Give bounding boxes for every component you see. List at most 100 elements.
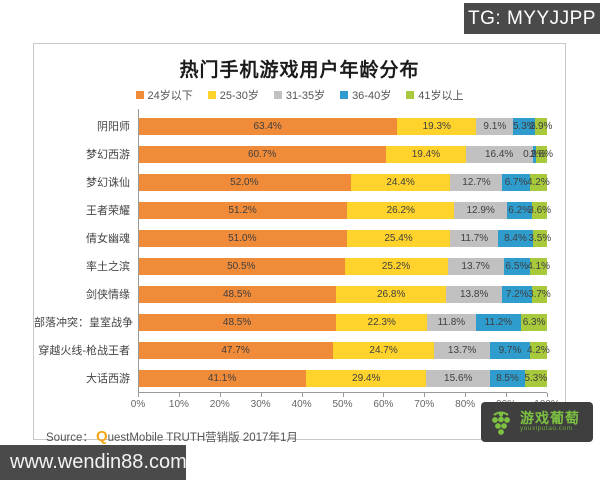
stacked-bar: 50.5% 25.2% 13.7% 6.5% 4.1% [138, 257, 550, 275]
plot-area: 阴阳师 63.4% 19.3% 9.1% 5.3% 2.9% 梦幻西游 60.7% 19.4% 1… [34, 109, 565, 415]
bar-segment: 52.0% [138, 173, 351, 191]
bar-segment: 9.7% [490, 341, 530, 359]
segment-value-label: 13.8% [460, 288, 489, 300]
axis-tick [138, 393, 139, 397]
segment-value-label: 4.2% [526, 176, 550, 188]
stacked-bar: 63.4% 19.3% 9.1% 5.3% 2.9% [138, 117, 552, 135]
bar-segment: 8.4% [498, 229, 533, 247]
bar-segment: 13.7% [434, 341, 491, 359]
segment-value-label: 15.6% [444, 372, 473, 384]
table-row: 倩女幽魂 51.0% 25.4% 11.7% 8.4% 3.5% [34, 224, 551, 252]
bar-segment: 9.1% [476, 117, 514, 135]
grape-icon [488, 409, 514, 436]
segment-value-label: 11.7% [460, 232, 489, 244]
table-row: 穿越火线-枪战王者 47.7% 24.7% 13.7% 9.7% 4.2% [34, 336, 550, 364]
axis-tick-label: 10% [168, 399, 189, 410]
segment-value-label: 22.3% [367, 316, 396, 328]
segment-value-label: 19.4% [411, 148, 441, 160]
segment-value-label: 12.9% [466, 204, 495, 216]
stacked-bar: 60.7% 19.4% 16.4% 0.9% 2.6% [138, 145, 553, 163]
bar-segment: 3.7% [528, 285, 551, 303]
segment-value-label: 26.2% [386, 204, 415, 216]
youxiputao-watermark: 游戏葡萄 youxiputao.com [481, 402, 593, 442]
bar-segment: 8.5% [490, 369, 525, 387]
stacked-bar: 51.2% 26.2% 12.9% 6.2% 3.6% [138, 201, 551, 219]
segment-value-label: 0.9% [523, 148, 546, 160]
stacked-bar: 47.7% 24.7% 13.7% 9.7% 4.2% [138, 341, 550, 359]
bar-segment: 13.8% [445, 285, 503, 303]
questmobile-q-logo: Q [95, 428, 108, 445]
bar-segment: 12.9% [454, 201, 507, 219]
table-row: 大话西游 41.1% 29.4% 15.6% 8.5% 5.3% [34, 364, 547, 392]
row-label: 倩女幽魂 [86, 233, 130, 245]
segment-value-label: 26.8% [376, 288, 406, 300]
axis-tick [383, 393, 385, 397]
bar-segment: 47.7% [138, 341, 334, 359]
source-text: uestMobile TRUTH营销版 2017年1月 [107, 432, 298, 444]
site-watermark-badge: www.wendin88.com [0, 445, 187, 480]
segment-value-label: 3.5% [528, 232, 552, 244]
segment-value-label: 52.0% [230, 176, 259, 188]
axis-tick [424, 393, 426, 397]
segment-value-label: 2.6% [530, 148, 554, 160]
bar-segment: 51.2% [138, 201, 348, 219]
watermark-brand-domain: youxiputao.com [520, 424, 573, 432]
segment-value-label: 24.7% [369, 344, 398, 356]
bar-segment: 12.7% [450, 173, 503, 191]
axis-tick [260, 393, 262, 397]
legend-label: 41岁以上 [418, 90, 464, 102]
bar-rows: 阴阳师 63.4% 19.3% 9.1% 5.3% 2.9% 梦幻西游 60.7% 19.4% 1… [34, 109, 553, 392]
row-label: 大话西游 [86, 373, 130, 385]
bar-segment: 7.2% [502, 285, 532, 303]
segment-value-label: 51.0% [228, 232, 257, 244]
bar-segment: 4.2% [526, 173, 550, 191]
bar-segment: 2.9% [530, 117, 552, 135]
axis-tick [465, 393, 467, 397]
bar-segment: 6.5% [503, 257, 531, 275]
bar-segment: 48.5% [138, 313, 337, 331]
table-row: 王者荣耀 51.2% 26.2% 12.9% 6.2% 3.6% [34, 196, 551, 224]
legend-item: 25-30岁 [207, 87, 259, 103]
legend-item: 24岁以下 [135, 87, 193, 103]
bar-segment: 5.3% [524, 369, 547, 387]
segment-value-label: 25.2% [381, 260, 411, 272]
bar-segment: 2.6% [530, 145, 553, 163]
chart-legend: 24岁以下 25-30岁 31-35岁 36-40岁 41岁以上 [34, 87, 565, 103]
stacked-bar: 51.0% 25.4% 11.7% 8.4% 3.5% [138, 229, 551, 247]
bar-segment: 24.4% [350, 173, 451, 191]
row-label: 部落冲突：皇室战争 [34, 317, 133, 329]
segment-value-label: 9.7% [498, 344, 522, 356]
row-label: 王者荣耀 [86, 205, 130, 217]
segment-value-label: 2.9% [529, 120, 553, 132]
bar-segment: 16.4% [465, 145, 533, 163]
axis-tick-label: 50% [332, 399, 353, 410]
segment-value-label: 12.7% [462, 176, 491, 188]
legend-label: 25-30岁 [219, 90, 259, 102]
segment-value-label: 13.7% [447, 344, 477, 356]
axis-tick-label: 30% [250, 399, 271, 410]
legend-swatch [135, 91, 144, 99]
table-row: 率土之滨 50.5% 25.2% 13.7% 6.5% 4.1% [34, 252, 550, 280]
bar-segment: 48.5% [138, 285, 337, 303]
segment-value-label: 63.4% [253, 120, 282, 132]
table-row: 梦幻诛仙 52.0% 24.4% 12.7% 6.7% 4.2% [34, 168, 550, 196]
segment-value-label: 6.2% [508, 204, 532, 216]
segment-value-label: 47.7% [221, 344, 250, 356]
legend-item: 36-40岁 [340, 87, 391, 103]
bar-segment: 26.8% [336, 285, 446, 303]
bar-segment: 3.5% [528, 229, 551, 247]
segment-value-label: 3.7% [528, 288, 551, 300]
segment-value-label: 48.5% [222, 316, 252, 328]
watermark-brand-name: 游戏葡萄 [520, 410, 580, 427]
segment-value-label: 9.1% [483, 120, 507, 132]
axis-tick-label: 20% [209, 399, 230, 410]
segment-value-label: 19.3% [422, 120, 451, 132]
segment-value-label: 6.5% [505, 260, 529, 272]
table-row: 剑侠情缘 48.5% 26.8% 13.8% 7.2% 3.7% [34, 280, 551, 308]
segment-value-label: 24.4% [386, 176, 415, 188]
segment-value-label: 50.5% [227, 260, 256, 272]
legend-label: 24岁以下 [147, 90, 193, 102]
segment-value-label: 48.5% [223, 288, 252, 300]
segment-value-label: 11.2% [484, 316, 513, 328]
